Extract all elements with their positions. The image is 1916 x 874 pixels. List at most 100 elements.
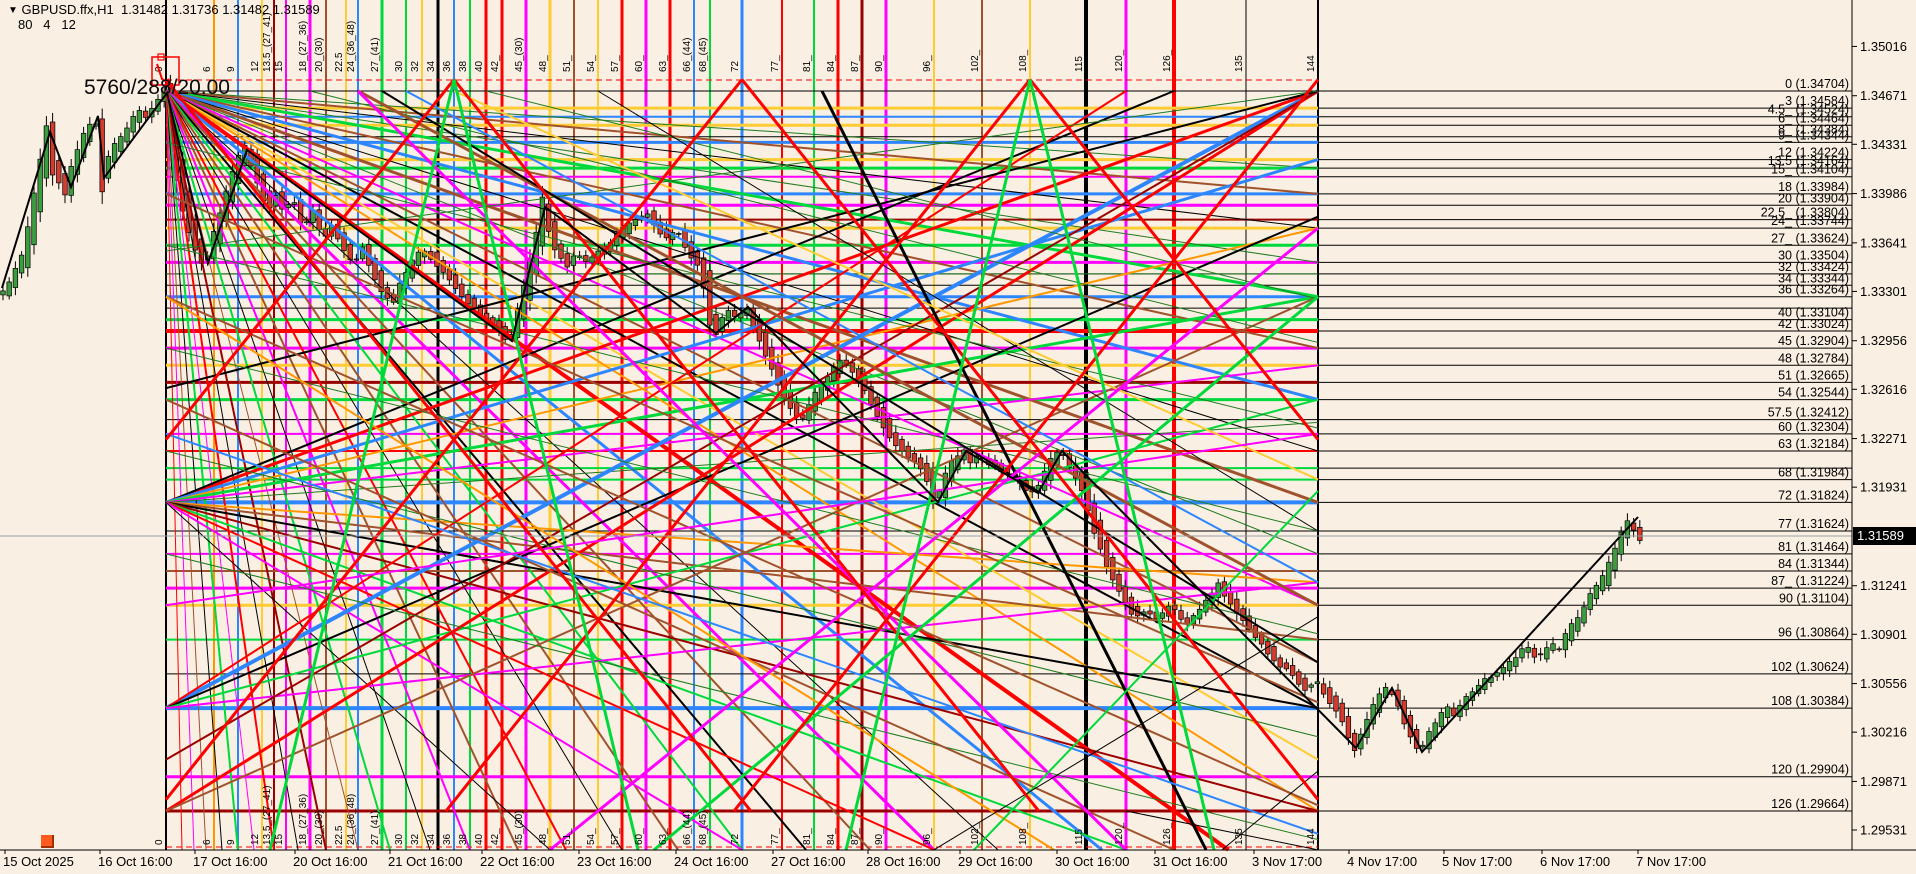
gann-division-label-bottom: 54_ bbox=[586, 828, 597, 845]
gann-division-label-top: 120_ bbox=[1114, 49, 1125, 72]
gann-division-label-top: 18_(27_36) bbox=[298, 21, 309, 72]
gann-level-label: 40 (1.33104) bbox=[1778, 306, 1849, 320]
gann-fan-line bbox=[165, 90, 1319, 229]
gann-division-label-top: 9 bbox=[226, 66, 237, 72]
candle-body bbox=[1289, 665, 1296, 676]
candle-body bbox=[1556, 648, 1562, 651]
candle-body bbox=[471, 297, 477, 309]
gann-level-label: 54 (1.32544) bbox=[1778, 386, 1849, 400]
gann-level-label: 77 (1.31624) bbox=[1778, 517, 1849, 531]
candle-body bbox=[1519, 648, 1525, 659]
candle-body bbox=[632, 219, 639, 226]
gann-fan-line bbox=[165, 90, 743, 851]
candle-body bbox=[1587, 593, 1593, 610]
price-tick-label: 1.29871 bbox=[1860, 774, 1907, 789]
gann-division-label-top: 36 bbox=[442, 60, 453, 72]
gann-level-label: 0 (1.34704) bbox=[1785, 77, 1849, 91]
date-axis-label: 27 Oct 16:00 bbox=[771, 854, 845, 869]
gann-division-label-bottom: 84_ bbox=[826, 828, 837, 845]
gann-anchor-handle bbox=[157, 53, 165, 61]
candle-body bbox=[347, 243, 353, 261]
price-tick-label: 1.33641 bbox=[1860, 235, 1907, 250]
candle-body bbox=[1500, 667, 1507, 674]
gann-level-label: 9_ (1.34344) bbox=[1778, 128, 1849, 142]
gann-fan-line bbox=[165, 90, 1319, 390]
gann-fan-line bbox=[165, 90, 1319, 761]
gann-division-label-top: 87_ bbox=[850, 55, 861, 72]
date-axis-label: 5 Nov 17:00 bbox=[1442, 854, 1512, 869]
price-tick-label: 1.32956 bbox=[1860, 333, 1907, 348]
candle-body bbox=[725, 310, 732, 321]
candle-body bbox=[1345, 716, 1352, 739]
gann-division-label-bottom: 81_ bbox=[802, 828, 813, 845]
gann-division-label-top: 48_ bbox=[538, 55, 549, 72]
gann-division-label-bottom: 18_(27_36) bbox=[298, 794, 309, 845]
candle-body bbox=[1302, 677, 1308, 691]
gann-level-label: 68 (1.31984) bbox=[1778, 466, 1849, 480]
candle-body bbox=[1562, 633, 1569, 651]
gann-division-label-bottom: 40 bbox=[474, 833, 485, 845]
gann-fan-line bbox=[165, 501, 935, 851]
date-axis-label: 28 Oct 16:00 bbox=[866, 854, 940, 869]
candle-body bbox=[1376, 693, 1383, 713]
gann-fan-line bbox=[165, 90, 195, 850]
candle-body bbox=[1444, 706, 1451, 719]
candle-body bbox=[304, 221, 310, 224]
gann-fan-line bbox=[165, 90, 223, 850]
gann-division-label-bottom: 72 bbox=[730, 833, 741, 845]
candle-body bbox=[775, 362, 781, 386]
date-axis-label: 22 Oct 16:00 bbox=[480, 854, 554, 869]
gann-division-label-top: 135 bbox=[1234, 55, 1245, 72]
date-axis-label: 30 Oct 16:00 bbox=[1055, 854, 1129, 869]
date-axis-label: 21 Oct 16:00 bbox=[388, 854, 462, 869]
gann-fan-line bbox=[165, 90, 567, 851]
candle-body bbox=[893, 432, 899, 447]
gann-division-label-top: 77_ bbox=[770, 55, 781, 72]
candle-body bbox=[465, 294, 471, 305]
gann-division-label-bottom: 0 bbox=[154, 839, 165, 845]
gann-level-label: 20 (1.33904) bbox=[1778, 191, 1849, 205]
candle-body bbox=[731, 309, 738, 317]
candle-body bbox=[564, 253, 570, 268]
date-axis-label: 4 Nov 17:00 bbox=[1347, 854, 1417, 869]
gann-level-label: 8_ (1.34384) bbox=[1778, 123, 1849, 137]
price-tick-label: 1.33301 bbox=[1860, 284, 1907, 299]
gann-parameters-label[interactable]: 5760/288/20.00 bbox=[84, 76, 230, 99]
candle-body bbox=[1593, 584, 1600, 600]
candle-body bbox=[762, 332, 769, 357]
gann-division-label-top: 12 bbox=[250, 60, 261, 72]
candle-body bbox=[1147, 610, 1153, 615]
gann-green-lattice-line bbox=[452, 79, 640, 851]
gann-level-label: 96 (1.30864) bbox=[1778, 626, 1849, 640]
gann-level-label: 108 (1.30384) bbox=[1771, 694, 1849, 708]
candle-body bbox=[1333, 695, 1339, 712]
candle-body bbox=[459, 283, 465, 297]
chart-title: ▼ GBPUSD.ffx,H1 1.31482 1.31736 1.31482 … bbox=[8, 2, 320, 17]
gann-level-label: 36 (1.33264) bbox=[1778, 283, 1849, 297]
gann-division-label-bottom: 32 bbox=[410, 833, 421, 845]
gann-division-label-bottom: 57_ bbox=[610, 828, 621, 845]
candle-body bbox=[552, 221, 558, 251]
candle-body bbox=[192, 219, 198, 251]
gann-level-label: 24_ (1.33744) bbox=[1771, 214, 1849, 228]
candle-body bbox=[558, 243, 564, 259]
gann-division-label-bottom: 12 bbox=[250, 833, 261, 845]
price-tick-label: 1.34671 bbox=[1860, 88, 1907, 103]
date-axis-label: 7 Nov 17:00 bbox=[1636, 854, 1706, 869]
gann-fan-line bbox=[165, 90, 1319, 252]
gann-fan-line bbox=[165, 553, 1319, 841]
symbol-dropdown-icon[interactable]: ▼ bbox=[8, 5, 18, 16]
gann-division-label-bottom: 27_(41) bbox=[370, 811, 381, 845]
object-anchor-marker[interactable] bbox=[41, 835, 54, 848]
gann-level-label: 60 (1.32304) bbox=[1778, 420, 1849, 434]
candle-body bbox=[118, 136, 124, 152]
candle-body bbox=[1097, 519, 1104, 550]
candle-body bbox=[1599, 575, 1606, 592]
price-tick-label: 1.33986 bbox=[1860, 186, 1907, 201]
gann-fan-line bbox=[1221, 770, 1319, 851]
gann-division-label-top: 6 bbox=[202, 66, 213, 72]
candle-body bbox=[452, 274, 459, 290]
gann-division-label-bottom: 144 bbox=[1306, 828, 1317, 845]
